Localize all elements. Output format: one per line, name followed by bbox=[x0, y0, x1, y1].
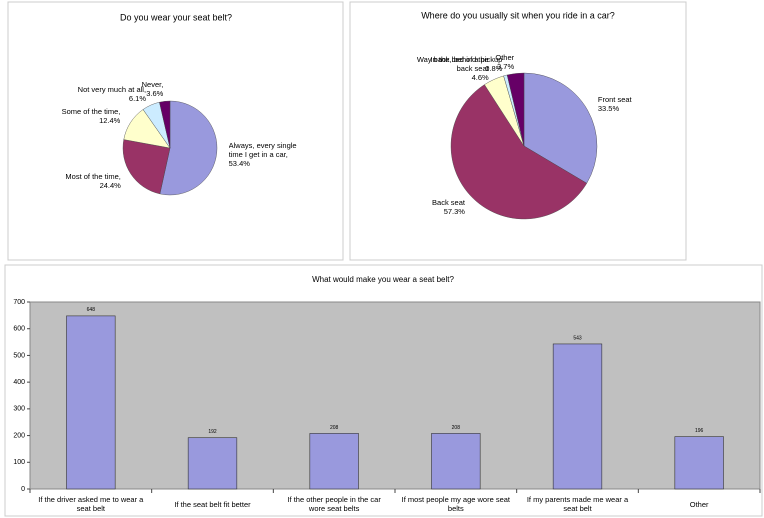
pie-slice bbox=[159, 100, 218, 196]
data-label: 648 bbox=[87, 307, 96, 313]
slice-label: Not very much at all,6.1% bbox=[66, 78, 146, 110]
slice-label-part: 3.7% bbox=[497, 61, 515, 71]
bar bbox=[66, 315, 116, 490]
slice-label-part: Not very much at all, bbox=[77, 85, 147, 95]
slice-label: Not very much at all,6.1% bbox=[66, 78, 146, 110]
pie-slice bbox=[523, 72, 598, 184]
pie-slice bbox=[122, 139, 171, 195]
data-label: 543 bbox=[573, 335, 582, 341]
bar bbox=[309, 433, 359, 490]
plot-area bbox=[29, 301, 761, 490]
slice-label-part: 33.5% bbox=[597, 103, 620, 113]
data-label: 196 bbox=[695, 428, 704, 434]
slice-label-part: 0.8% bbox=[485, 63, 503, 73]
slice-label-part: Some of the time, bbox=[61, 107, 121, 117]
x-tick-label: If the other people in the car wore seat… bbox=[279, 493, 389, 515]
slice-label-part: 3.6% bbox=[146, 89, 164, 99]
pie-slice bbox=[159, 100, 171, 149]
x-tick-label: If the seat belt fit better bbox=[158, 493, 268, 515]
x-tick-label: If the driver asked me to wear a seat be… bbox=[36, 493, 146, 515]
chart-title: What would make you wear a seat belt? bbox=[312, 275, 454, 284]
slice-label: Never,3.6% bbox=[83, 73, 164, 105]
x-tick-label-part: If my parents made me wear a seat belt bbox=[526, 495, 629, 513]
slice-label: Most of the time,24.4% bbox=[41, 165, 121, 197]
y-tick-label: 400 bbox=[13, 379, 25, 386]
x-tick-label: If the other people in the car wore seat… bbox=[279, 493, 389, 515]
x-tick-label-part: If most people my age wore seat belts bbox=[401, 495, 511, 513]
slice-label-part: 57.3% bbox=[443, 207, 465, 217]
pie-slice bbox=[506, 72, 525, 147]
slice-label: Always, every single time I get in a car… bbox=[229, 138, 309, 170]
x-tick-label-part: If the other people in the car wore seat… bbox=[287, 495, 381, 513]
x-tick-label: If my parents made me wear a seat belt bbox=[523, 493, 633, 515]
slice-label-part: 24.4% bbox=[99, 180, 121, 190]
bar bbox=[187, 437, 238, 490]
x-tick-label: If my parents made me wear a seat belt bbox=[523, 493, 633, 515]
x-tick-label: Other bbox=[644, 493, 754, 515]
slice-label: Most of the time,24.4% bbox=[41, 165, 121, 197]
slice-label-part: Front seat bbox=[597, 94, 632, 104]
slice-label-part: In the bed of a pickup bbox=[430, 54, 503, 64]
y-tick-label: 700 bbox=[13, 299, 25, 306]
slice-label-part: Back seat bbox=[432, 198, 465, 208]
slice-label: Some of the time,12.4% bbox=[40, 100, 121, 132]
bar bbox=[431, 433, 481, 490]
y-tick-label: 200 bbox=[13, 432, 25, 439]
x-tick-label: Other bbox=[644, 493, 754, 515]
pie-slice bbox=[450, 84, 588, 220]
slice-label-part: 12.4% bbox=[99, 116, 121, 126]
slice-label-part: Never, bbox=[141, 80, 164, 90]
slice-label: Some of the time,12.4% bbox=[40, 100, 121, 132]
bar bbox=[674, 436, 724, 490]
y-tick-label: 500 bbox=[13, 352, 25, 359]
slice-label-part: Other bbox=[495, 52, 515, 62]
slice-label-part: Way back, behind the back seat bbox=[416, 55, 489, 74]
bar bbox=[552, 343, 603, 490]
chart-title: Where do you usually sit when you ride i… bbox=[421, 10, 615, 20]
slice-label-part: Always, every single time I get in a car… bbox=[228, 140, 297, 159]
x-tick-label-part: Other bbox=[689, 499, 709, 509]
y-tick-label: 600 bbox=[13, 326, 25, 333]
x-tick-label-part: If the driver asked me to wear a seat be… bbox=[38, 495, 144, 513]
slice-label-part: 53.4% bbox=[228, 158, 250, 168]
data-label: 208 bbox=[452, 425, 461, 431]
slice-label-part: 4.6% bbox=[471, 73, 489, 83]
x-tick-label: If the seat belt fit better bbox=[158, 493, 268, 515]
data-label: 192 bbox=[208, 429, 217, 435]
slice-label-part: 6.1% bbox=[128, 94, 147, 104]
slice-label: Never,3.6% bbox=[83, 73, 164, 105]
data-label: 208 bbox=[330, 425, 339, 431]
x-tick-label: If the driver asked me to wear a seat be… bbox=[36, 493, 146, 515]
x-tick-label: If most people my age wore seat belts bbox=[401, 493, 511, 515]
x-tick-label-part: If the seat belt fit better bbox=[174, 499, 251, 509]
chart-title: Do you wear your seat belt? bbox=[120, 12, 232, 22]
y-tick-label: 300 bbox=[13, 406, 25, 413]
x-tick-label: If most people my age wore seat belts bbox=[401, 493, 511, 515]
y-tick-label: 0 bbox=[21, 486, 25, 493]
slice-label-part: Most of the time, bbox=[65, 171, 121, 181]
slice-label: Always, every single time I get in a car… bbox=[229, 138, 309, 170]
y-tick-label: 100 bbox=[13, 459, 25, 466]
